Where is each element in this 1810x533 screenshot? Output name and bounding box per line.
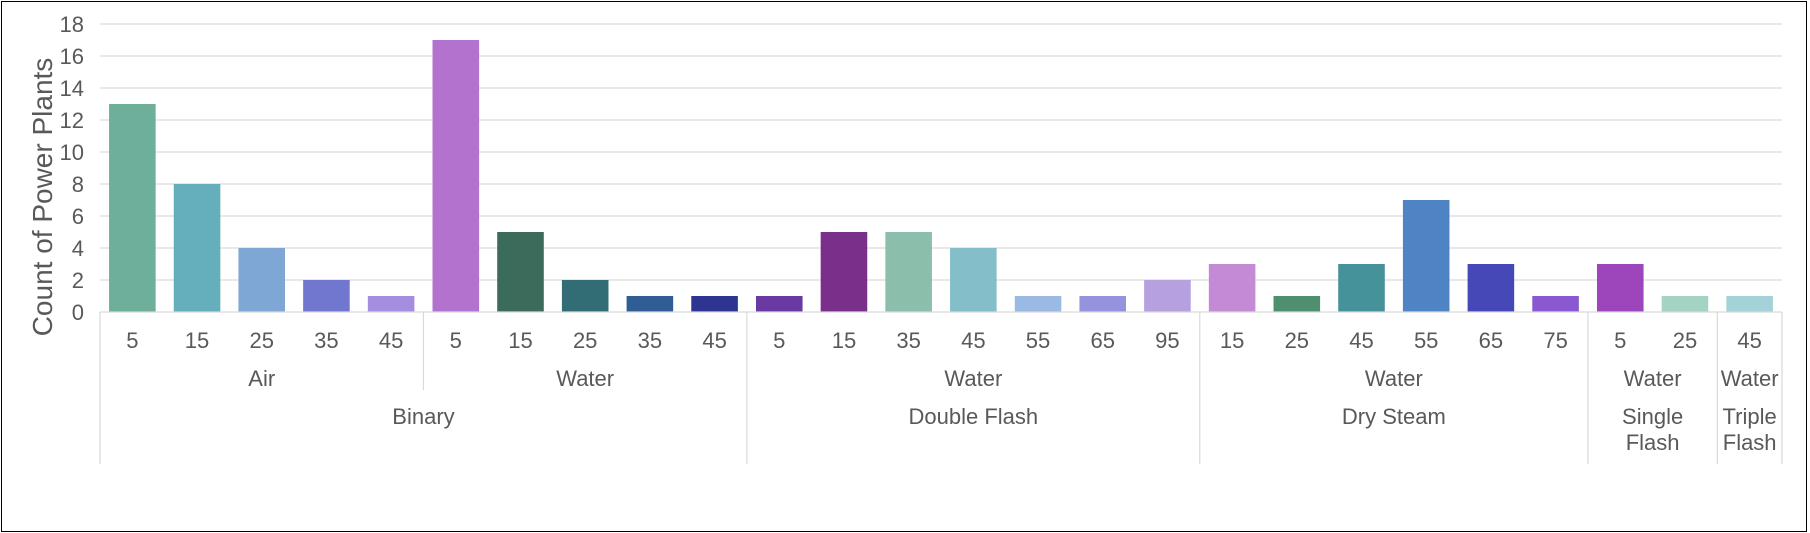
x-tick-label: 95 (1155, 328, 1179, 353)
x-tick-label: 35 (638, 328, 662, 353)
gridlines (100, 23, 1782, 281)
y-tick-label: 0 (72, 300, 84, 325)
x-tick-label: 35 (896, 328, 920, 353)
x-group-label: Triple Flash (1723, 404, 1777, 455)
bar (1726, 296, 1773, 312)
bar (1596, 264, 1644, 312)
x-tick-label: 65 (1090, 328, 1114, 353)
bar (1079, 296, 1127, 312)
x-tick-label: 75 (1543, 328, 1567, 353)
bar (1208, 264, 1256, 312)
x-tick-label: 25 (573, 328, 597, 353)
y-axis-label: Count of Power Plants (27, 58, 58, 337)
bar (1532, 296, 1579, 312)
x-tick-label: 45 (1737, 328, 1761, 353)
y-axis-ticks: 0 2 4 6 8 10 12 14 16 18 (60, 12, 84, 325)
y-tick-label: 2 (72, 268, 84, 293)
bar (755, 296, 803, 312)
y-tick-label: 16 (60, 44, 84, 69)
bar (367, 296, 415, 312)
x-tick-label: 25 (1285, 328, 1309, 353)
bar (1014, 296, 1062, 312)
y-tick-label: 8 (72, 172, 84, 197)
x-tick-label: 55 (1026, 328, 1050, 353)
x-tick-label: 15 (508, 328, 532, 353)
y-tick-label: 14 (60, 76, 84, 101)
x-subgroup-label: Water (1624, 366, 1682, 391)
bar (497, 232, 544, 312)
x-tick-label: 15 (185, 328, 209, 353)
bar (432, 40, 480, 312)
bar (303, 280, 350, 312)
x-subgroup-label: Water (556, 366, 614, 391)
bar (1402, 200, 1450, 312)
x-tick-label: 45 (1349, 328, 1373, 353)
x-group-label: Binary (392, 404, 454, 429)
x-tick-label: 35 (314, 328, 338, 353)
x-tick-label: 5 (450, 328, 462, 353)
x-tick-label: 15 (832, 328, 856, 353)
x-axis: 5 15 25 35 45 5 15 25 35 45 5 15 35 45 55 65 95 15 25 45 55 6… (99, 311, 1783, 464)
x-tick-label: 25 (249, 328, 273, 353)
bar (950, 248, 997, 312)
y-tick-label: 18 (60, 12, 84, 37)
x-tick-label: 55 (1414, 328, 1438, 353)
x-subgroup-label: Air (248, 366, 275, 391)
bar (173, 184, 221, 312)
x-group-label: Single Flash (1622, 404, 1683, 455)
x-tick-label: 65 (1479, 328, 1503, 353)
bar (1144, 280, 1191, 312)
bar (1467, 264, 1515, 312)
bar (1338, 264, 1385, 312)
bars (109, 40, 1773, 312)
x-subgroup-label: Water (944, 366, 1002, 391)
x-tick-label: 5 (126, 328, 138, 353)
bar (885, 232, 932, 312)
x-subgroup-label: Water (1721, 366, 1779, 391)
x-tick-label: 45 (961, 328, 985, 353)
x-tick-label: 15 (1220, 328, 1244, 353)
x-group-label: Dry Steam (1342, 404, 1446, 429)
bar (691, 296, 738, 312)
bar (238, 248, 286, 312)
bar (561, 280, 609, 312)
bar (1273, 296, 1321, 312)
y-tick-label: 10 (60, 140, 84, 165)
x-tick-label: 5 (1614, 328, 1626, 353)
x-group-label: Double Flash (909, 404, 1039, 429)
x-tick-label: 25 (1673, 328, 1697, 353)
bar (1661, 296, 1709, 312)
x-subgroup-label: Water (1365, 366, 1423, 391)
x-tick-label: 45 (379, 328, 403, 353)
x-tick-label: 45 (702, 328, 726, 353)
y-tick-label: 4 (72, 236, 84, 261)
y-tick-label: 6 (72, 204, 84, 229)
bar (109, 104, 156, 312)
bar (626, 296, 674, 312)
bar (820, 232, 868, 312)
y-tick-label: 12 (60, 108, 84, 133)
x-tick-label: 5 (773, 328, 785, 353)
